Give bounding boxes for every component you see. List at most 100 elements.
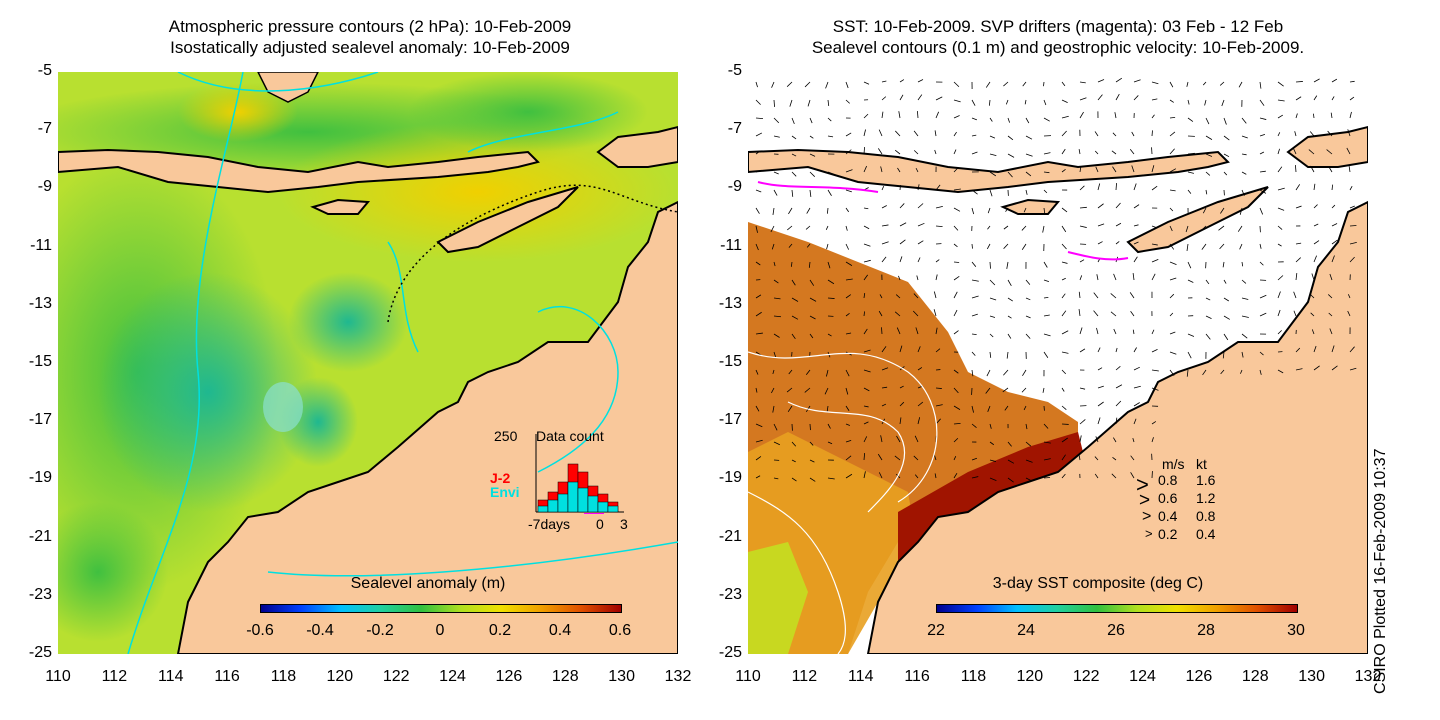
data-count-xlabel-zero: 0 xyxy=(596,516,604,532)
left-lon-tick: 110 xyxy=(45,668,71,685)
left-colorbar-label: Sealevel anomaly (m) xyxy=(350,575,506,592)
legend-header-ms: m/s xyxy=(1162,456,1185,472)
right-lon-tick: 126 xyxy=(1185,668,1213,685)
left-lon-tick: 132 xyxy=(664,668,692,685)
legend-speed-kt: 1.2 xyxy=(1196,490,1216,506)
right-lat-tick: -17 xyxy=(718,411,742,429)
plot-credit: CSIRO Plotted 16-Feb-2009 10:37 xyxy=(1372,448,1389,694)
right-lon-tick: 120 xyxy=(1016,668,1044,685)
left-lat-tick: -25 xyxy=(28,644,52,661)
geostrophic-velocity-vectors xyxy=(755,77,1357,483)
histogram-bar-envi xyxy=(557,493,569,513)
left-lat-tick: -21 xyxy=(28,527,52,545)
left-lon-tick: 116 xyxy=(214,668,240,685)
lesser-sunda-islands-right xyxy=(748,148,1230,194)
sst-map: m/s kt >0.8 1.6 >0.6 1.2 >0.4 0.8 >0.2 0.4 3-da… xyxy=(748,72,1368,654)
left-lon-tick: 128 xyxy=(551,668,579,685)
left-lon-tick: 118 xyxy=(270,668,297,685)
data-count-xlabel-start: -7days xyxy=(528,516,571,532)
sst-colorbar xyxy=(936,604,1298,613)
right-colorbar-tick: 30 xyxy=(1287,622,1305,639)
legend-speed-ms: 0.2 xyxy=(1158,526,1178,542)
sst-map-svg xyxy=(748,72,1368,654)
right-lat-tick: -23 xyxy=(718,585,742,603)
right-lat-tick: -11 xyxy=(720,236,742,254)
right-lat-tick: -7 xyxy=(727,120,742,138)
right-colorbar-tick: 26 xyxy=(1107,622,1125,639)
left-colorbar-tick: 0.4 xyxy=(548,622,572,639)
velocity-legend: m/s kt >0.8 1.6 >0.6 1.2 >0.4 0.8 >0.2 0.4 xyxy=(1128,456,1238,546)
histogram-bar-envi xyxy=(547,499,559,513)
legend-speed-kt: 0.4 xyxy=(1196,526,1216,542)
right-colorbar-label: 3-day SST composite (deg C) xyxy=(992,575,1204,592)
legend-speed-ms: 0.8 xyxy=(1158,472,1178,488)
legend-speed-ms: 0.6 xyxy=(1158,490,1178,506)
left-title-line1: Atmospheric pressure contours (2 hPa): 1… xyxy=(168,17,572,36)
histogram-bar-envi xyxy=(607,505,619,513)
histogram-bar-envi xyxy=(587,495,599,513)
left-colorbar-tick: 0.2 xyxy=(488,622,512,639)
histogram-bar-envi xyxy=(537,505,549,513)
left-colorbar-tick: 0 xyxy=(435,622,445,639)
data-count-inset: 250 Data count J-2 Envi -7days 0 3 xyxy=(478,424,658,534)
left-lat-tick: -7 xyxy=(37,120,52,138)
data-count-max: 250 xyxy=(494,428,518,444)
sealevel-colorbar xyxy=(260,604,622,613)
data-count-xlabel-end: 3 xyxy=(620,516,628,532)
svp-drifter-track xyxy=(757,181,879,193)
velocity-arrow-icon: > xyxy=(1145,526,1153,541)
left-title-line2: Isostatically adjusted sealevel anomaly:… xyxy=(170,38,570,57)
right-lon-tick: 110 xyxy=(735,668,761,685)
right-lon-tick: 124 xyxy=(1129,668,1156,685)
legend-envi: Envi xyxy=(490,484,520,500)
left-colorbar-tick: 0.6 xyxy=(608,622,632,639)
left-lon-tick: 120 xyxy=(326,668,354,685)
legend-j2: J-2 xyxy=(490,470,511,486)
right-lon-tick: 116 xyxy=(904,668,930,685)
sealevel-map-svg xyxy=(58,72,678,654)
legend-header-kt: kt xyxy=(1196,456,1207,472)
right-colorbar-tick: 22 xyxy=(927,622,945,639)
histogram-bar-envi xyxy=(567,481,579,513)
left-lat-tick: -9 xyxy=(37,178,52,196)
right-lon-tick: 114 xyxy=(847,668,874,685)
velocity-arrow-icon: > xyxy=(1136,472,1149,497)
right-lat-tick: -5 xyxy=(727,62,742,79)
left-lon-tick: 124 xyxy=(439,668,466,685)
right-lon-tick: 118 xyxy=(960,668,987,685)
histogram-bar-envi xyxy=(597,501,609,513)
legend-speed-kt: 0.8 xyxy=(1196,508,1216,524)
left-colorbar-tick: -0.2 xyxy=(366,622,394,639)
left-lon-tick: 112 xyxy=(101,668,128,685)
left-lat-tick: -17 xyxy=(28,411,52,429)
timor-island xyxy=(436,186,579,254)
velocity-arrow-icon: > xyxy=(1139,490,1151,511)
right-lon-tick: 130 xyxy=(1298,668,1325,685)
australia-landmass-right xyxy=(866,200,1368,654)
left-map-title: Atmospheric pressure contours (2 hPa): 1… xyxy=(60,16,680,58)
right-lat-tick: -9 xyxy=(727,178,742,196)
right-lat-tick: -15 xyxy=(718,353,742,370)
left-lat-tick: -15 xyxy=(28,353,52,370)
lesser-sunda-islands xyxy=(58,148,540,194)
right-lat-tick: -19 xyxy=(718,469,742,487)
histogram-bar-envi xyxy=(577,487,589,513)
left-lat-tick: -23 xyxy=(28,585,52,603)
right-lat-tick: -13 xyxy=(718,294,742,312)
left-lon-tick: 122 xyxy=(382,668,410,685)
right-lon-tick: 128 xyxy=(1241,668,1269,685)
left-lon-tick: 126 xyxy=(495,668,523,685)
right-title-line1: SST: 10-Feb-2009. SVP drifters (magenta)… xyxy=(832,17,1284,36)
left-lon-tick: 130 xyxy=(608,668,635,685)
right-lon-tick: 112 xyxy=(791,668,818,685)
eastern-islands xyxy=(596,125,678,168)
left-lat-tick: -11 xyxy=(30,236,52,254)
left-colorbar-tick: -0.4 xyxy=(306,622,334,639)
right-title-line2: Sealevel contours (0.1 m) and geostrophi… xyxy=(811,38,1305,57)
left-lat-tick: -5 xyxy=(37,62,52,79)
right-lon-tick: 132 xyxy=(1354,668,1382,685)
australia-landmass xyxy=(176,200,678,654)
right-colorbar-tick: 24 xyxy=(1017,622,1035,639)
data-count-histogram xyxy=(535,434,624,514)
legend-speed-ms: 0.4 xyxy=(1158,508,1178,524)
